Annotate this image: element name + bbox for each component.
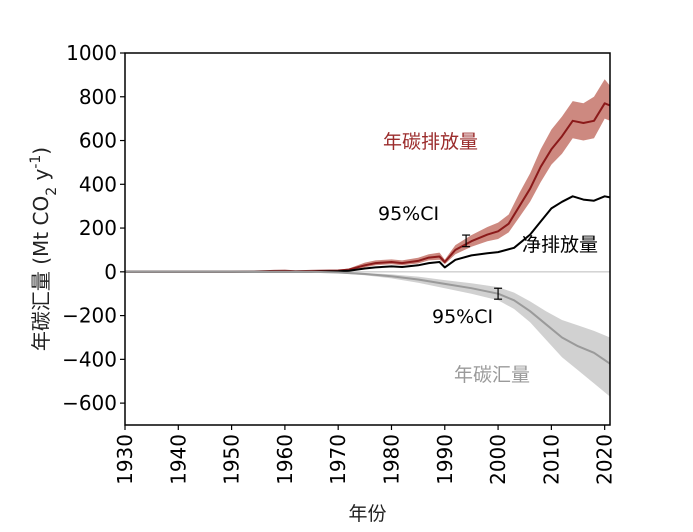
line-series-1 <box>125 195 611 273</box>
y-tick-label: 600 <box>79 129 117 153</box>
x-tick-label: 1950 <box>220 434 244 485</box>
x-tick-label: 1960 <box>273 434 297 485</box>
x-tick-label: 1990 <box>433 434 457 485</box>
ci-error-bars <box>462 234 503 300</box>
x-axis-ticks: 1930 1940 1950 1960 1970 1980 1990 2000 2010 2020 <box>113 425 617 485</box>
ci-lower-label: 95%CI <box>432 306 493 328</box>
x-tick-label: 2010 <box>539 434 563 485</box>
x-tick-label: 2020 <box>593 434 617 485</box>
x-tick-label: 1980 <box>379 434 403 485</box>
x-axis-label: 年份 <box>348 503 386 525</box>
sink-series-label: 年碳汇量 <box>454 364 530 386</box>
plot-frame <box>124 52 611 426</box>
ci-upper-label: 95%CI <box>378 203 439 225</box>
ci-lower-bar <box>494 287 503 300</box>
y-tick-label: 0 <box>104 260 117 284</box>
y-axis-label: 年碳汇量 (Mt CO2 y-1) <box>28 147 60 351</box>
y-tick-label: 1000 <box>66 41 117 65</box>
y-axis-ticks: −600 −400 −200 0 200 400 600 800 1000 <box>62 41 125 415</box>
y-tick-label: 800 <box>79 85 117 109</box>
y-tick-label: 400 <box>79 172 117 196</box>
x-tick-label: 1930 <box>113 434 137 485</box>
net-series-label: 净排放量 <box>522 234 598 256</box>
x-tick-label: 2000 <box>486 434 510 485</box>
band-series-2 <box>125 271 610 397</box>
y-tick-label: 200 <box>79 216 117 240</box>
x-tick-label: 1970 <box>326 434 350 485</box>
emission-series-label: 年碳排放量 <box>383 131 478 153</box>
y-tick-label: −400 <box>62 347 117 371</box>
y-tick-label: −200 <box>62 304 117 328</box>
y-tick-label: −600 <box>62 391 117 415</box>
ci-upper-bar <box>462 234 471 248</box>
series-lines <box>125 102 611 365</box>
x-tick-label: 1940 <box>166 434 190 485</box>
line-series-2 <box>125 270 611 365</box>
